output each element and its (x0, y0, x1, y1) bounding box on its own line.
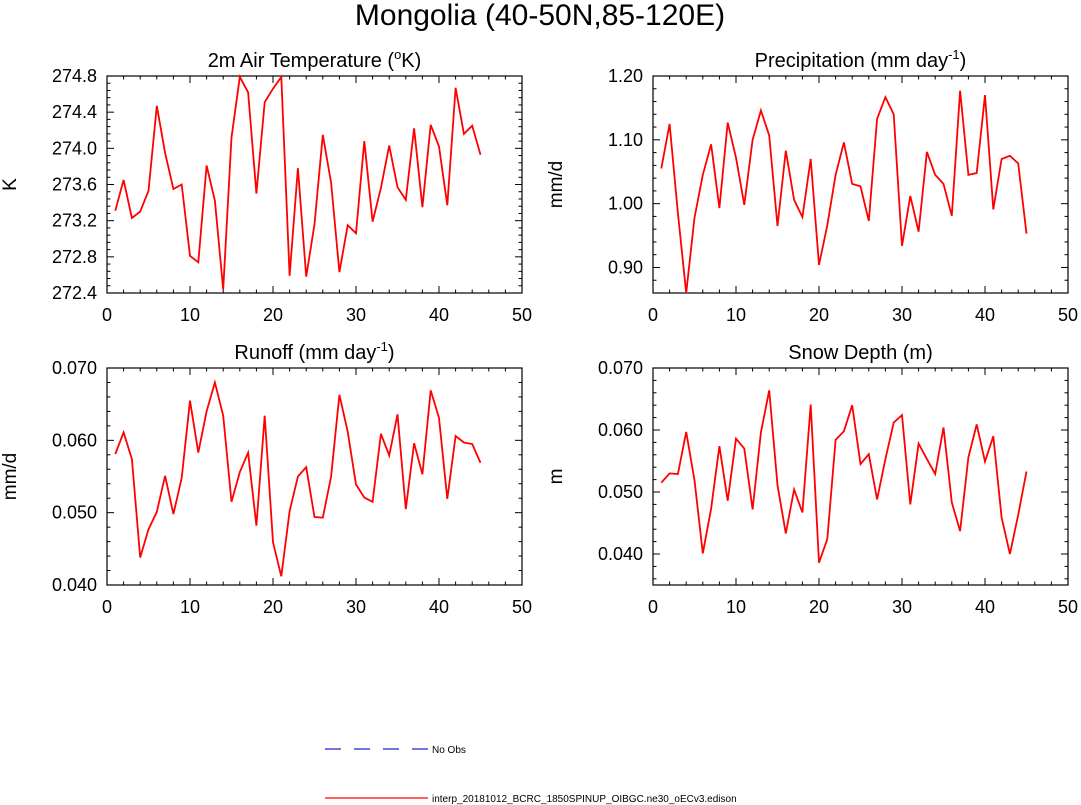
legend-label: interp_20181012_BCRC_1850SPINUP_OIBGC.ne… (432, 794, 737, 805)
plot-frame (652, 75, 1069, 294)
plot-frame (106, 367, 523, 586)
chart-panels: 2m Air Temperature (oK) K 0 10 20 30 40 50 272.4… (0, 47, 1078, 617)
panel-title-tail: ) (388, 342, 395, 364)
x-tick-label: 30 (346, 305, 366, 325)
x-tick-label: 20 (809, 597, 829, 617)
y-tick-label: 0.050 (598, 482, 643, 502)
y-tick-label: 0.040 (52, 575, 97, 595)
x-tick-label: 10 (180, 597, 200, 617)
y-tick-label: 0.040 (598, 544, 643, 564)
y-tick-label: 0.050 (52, 503, 97, 523)
x-tick-label: 30 (892, 597, 912, 617)
series-line (660, 90, 1028, 294)
y-tick-label: 273.6 (52, 175, 97, 195)
x-tick-label: 20 (263, 597, 283, 617)
x-tick-label: 20 (263, 305, 283, 325)
x-tick-label: 50 (512, 305, 532, 325)
panel-title-text: 2m Air Temperature ( (208, 50, 395, 72)
y-tick-label: 272.8 (52, 247, 97, 267)
series-line (114, 74, 482, 290)
panel-title: Precipitation (mm day-1) (755, 47, 967, 72)
y-axis-label: mm/d (0, 453, 21, 501)
x-tick-label: 10 (180, 305, 200, 325)
x-tick-label: 50 (1058, 305, 1078, 325)
x-tick-label: 40 (429, 597, 449, 617)
y-tick-label: 0.060 (52, 430, 97, 450)
y-tick-label: 1.20 (608, 66, 643, 86)
chart-panel-1: 2m Air Temperature (oK) K 0 10 20 30 40 50 272.4… (0, 47, 532, 325)
panel-title-tail: ) (960, 50, 967, 72)
panel-title-text: Runoff (mm day (234, 342, 376, 364)
panel-title-text: Precipitation (mm day (755, 50, 948, 72)
x-tick-label: 0 (648, 305, 658, 325)
chart-panel-3: Runoff (mm day-1) mm/d 0 10 20 30 40 50 0.040 0.0… (0, 339, 532, 617)
chart-panel-4: Snow Depth (m) m 0 10 20 30 40 50 0.040 0.050 0.06… (546, 342, 1078, 617)
x-tick-label: 10 (726, 597, 746, 617)
x-tick-label: 0 (102, 305, 112, 325)
panel-title: Runoff (mm day-1) (234, 339, 394, 364)
y-tick-label: 1.10 (608, 130, 643, 150)
y-tick-label: 272.4 (52, 283, 97, 303)
y-tick-label: 274.0 (52, 138, 97, 158)
y-tick-label: 0.070 (52, 358, 97, 378)
y-axis-label: K (0, 178, 21, 191)
x-tick-label: 50 (512, 597, 532, 617)
legend-label: No Obs (432, 745, 466, 756)
y-tick-label: 1.00 (608, 194, 643, 214)
panel-title-superscript: -1 (376, 339, 388, 354)
panel-title: Snow Depth (m) (788, 342, 933, 364)
x-tick-label: 10 (726, 305, 746, 325)
y-axis-label: mm/d (546, 161, 567, 209)
x-tick-label: 40 (975, 305, 995, 325)
series-line (660, 390, 1028, 563)
x-tick-label: 40 (429, 305, 449, 325)
x-tick-label: 20 (809, 305, 829, 325)
panel-title-text: Snow Depth (m) (788, 342, 933, 364)
y-tick-label: 0.060 (598, 420, 643, 440)
plot-frame (652, 367, 1069, 586)
panel-title-tail: K) (401, 50, 421, 72)
panel-title: 2m Air Temperature (oK) (208, 47, 422, 72)
x-tick-label: 40 (975, 597, 995, 617)
y-tick-label: 274.4 (52, 102, 97, 122)
chart-panel-2: Precipitation (mm day-1) mm/d 0 10 20 30 40 50 0… (546, 47, 1078, 325)
x-tick-label: 0 (102, 597, 112, 617)
y-tick-label: 274.8 (52, 66, 97, 86)
x-tick-label: 30 (892, 305, 912, 325)
y-tick-label: 0.070 (598, 358, 643, 378)
x-tick-label: 50 (1058, 597, 1078, 617)
series-line (114, 379, 482, 577)
main-title: Mongolia (40-50N,85-120E) (355, 0, 725, 32)
x-tick-label: 30 (346, 597, 366, 617)
y-axis-label: m (546, 469, 567, 485)
y-tick-label: 273.2 (52, 211, 97, 231)
y-tick-label: 0.90 (608, 257, 643, 277)
panel-title-superscript: o (394, 47, 401, 62)
panel-title-superscript: -1 (948, 47, 960, 62)
x-tick-label: 0 (648, 597, 658, 617)
legend: No Obs interp_20181012_BCRC_1850SPINUP_OI… (325, 745, 737, 805)
